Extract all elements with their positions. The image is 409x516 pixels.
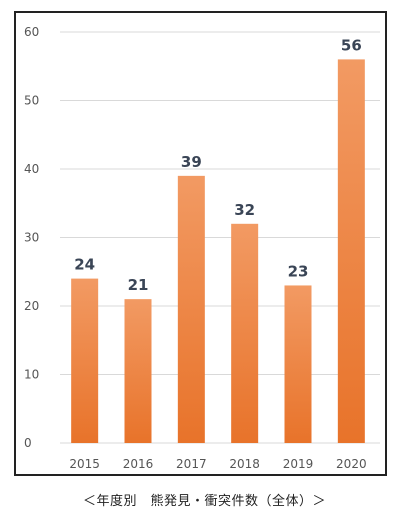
chart-caption: ＜年度別 熊発見・衝突件数（全体）＞ [82,494,326,509]
bar-2018 [231,223,259,443]
bars: 24 21 39 32 23 56 [71,36,365,444]
data-label-2015: 24 [74,256,95,274]
x-tick-label-2015: 2015 [69,457,100,471]
bar-2017 [177,175,205,443]
data-label-2019: 23 [288,262,309,280]
y-tick-label: 0 [24,436,32,450]
bar-2020 [337,59,365,444]
data-label-2017: 39 [181,153,202,171]
y-tick-label: 50 [24,94,39,108]
x-tick-label-2016: 2016 [123,457,154,471]
data-label-2018: 32 [234,201,255,219]
y-tick-label: 60 [24,25,39,39]
bar-2019 [284,285,312,443]
y-tick-label: 40 [24,162,39,176]
x-tick-label-2017: 2017 [176,457,207,471]
y-tick-label: 20 [24,299,39,313]
x-tick-label-2019: 2019 [283,457,314,471]
bar-2016 [124,299,152,443]
chart-frame: 0 10 20 30 40 50 60 24 21 39 32 23 56 2015 2016 2017 2… [14,11,387,476]
bar-2015 [71,278,99,443]
grid-lines [60,31,380,444]
x-tick-label-2018: 2018 [229,457,260,471]
y-tick-label: 10 [24,368,39,382]
y-axis-ticks: 0 10 20 30 40 50 60 [24,25,39,450]
data-label-2016: 21 [128,276,149,294]
x-axis-ticks: 2015 2016 2017 2018 2019 2020 [69,457,366,471]
data-label-2020: 56 [341,36,362,54]
x-tick-label-2020: 2020 [336,457,367,471]
y-tick-label: 30 [24,231,39,245]
